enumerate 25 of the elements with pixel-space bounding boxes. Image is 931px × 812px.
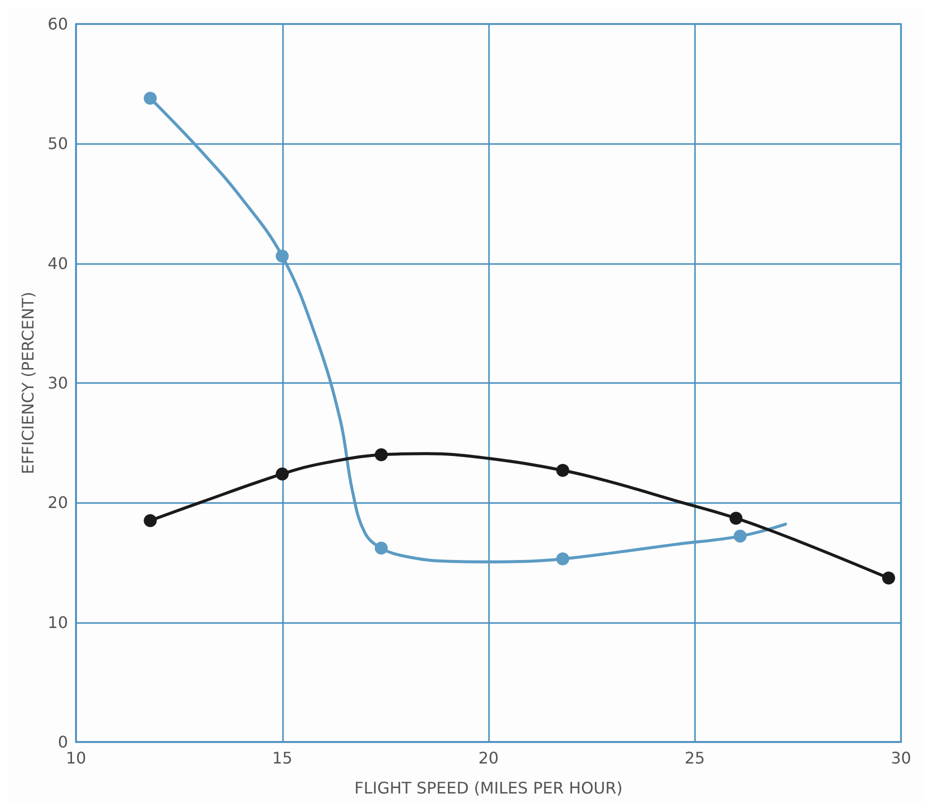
point — [556, 552, 570, 566]
y-tick-label: 60 — [48, 14, 68, 34]
point — [276, 467, 289, 480]
point — [556, 464, 570, 477]
x-tick-label: 20 — [478, 748, 499, 768]
y-tick-label: 10 — [48, 612, 68, 632]
y-tick-label: 30 — [48, 374, 68, 392]
x-tick-label: 10 — [66, 748, 86, 768]
y-axis-title: EFFICIENCY (PERCENT) — [18, 292, 38, 474]
point — [730, 512, 742, 525]
point — [144, 92, 157, 105]
y-tick-label: 50 — [48, 134, 68, 154]
point — [882, 572, 896, 585]
x-tick-label: 30 — [890, 748, 912, 768]
y-tick-label: 40 — [48, 254, 68, 273]
point — [276, 250, 289, 263]
x-axis-title: FLIGHT SPEED (MILES PER HOUR) — [354, 778, 623, 798]
x-tick-label: 15 — [272, 748, 292, 768]
point — [374, 448, 388, 462]
point — [734, 530, 747, 543]
y-tick-label: 0 — [58, 732, 68, 752]
y-tick-label: 20 — [48, 493, 68, 512]
point — [144, 514, 157, 528]
point — [374, 542, 388, 555]
x-tick-label: 25 — [684, 748, 705, 768]
